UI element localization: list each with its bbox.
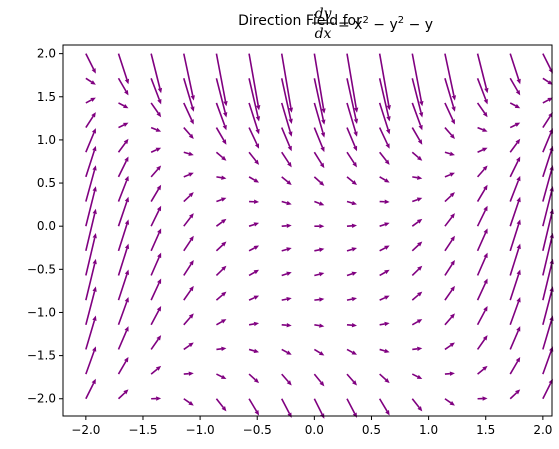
title-numerator: dy <box>315 6 333 22</box>
y-tick-label: −1.5 <box>27 349 56 363</box>
y-tick-label: 2.0 <box>37 47 56 61</box>
title-tail: − y <box>404 17 433 33</box>
y-tick-label: 1.5 <box>37 90 56 104</box>
x-tick-label: 0.0 <box>305 423 324 437</box>
arrow-shaft <box>314 325 319 326</box>
arrow-shaft <box>314 250 319 251</box>
x-tick-label: −1.0 <box>186 423 215 437</box>
x-tick-label: 2.0 <box>533 423 552 437</box>
arrow-shaft <box>314 300 319 301</box>
arrow-shaft <box>380 324 385 325</box>
y-tick-label: −0.5 <box>27 262 56 276</box>
title-denominator: dx <box>315 26 332 42</box>
x-tick-label: −2.0 <box>71 423 100 437</box>
y-tick-label: −1.0 <box>27 305 56 319</box>
x-tick-label: 0.5 <box>362 423 381 437</box>
arrow-shaft <box>216 349 221 350</box>
arrow-shaft <box>347 299 352 300</box>
y-tick-label: −2.0 <box>27 392 56 406</box>
y-tick-label: 1.0 <box>37 133 56 147</box>
y-tick-label: 0.5 <box>37 176 56 190</box>
x-tick-label: −0.5 <box>243 423 272 437</box>
x-tick-label: 1.5 <box>476 423 495 437</box>
y-tick-label: 0.0 <box>37 219 56 233</box>
arrow-shaft <box>412 349 417 350</box>
title-equation: = x2 − y2 − y <box>338 15 433 33</box>
arrow-shaft <box>412 177 417 178</box>
title-minus-1: − y <box>369 17 398 33</box>
x-tick-label: −1.5 <box>128 423 157 437</box>
arrow-shaft <box>249 324 254 325</box>
title-rhs: = x <box>338 17 362 33</box>
arrow-shaft <box>216 177 221 178</box>
arrow-shaft <box>282 299 287 300</box>
x-tick-label: 1.0 <box>419 423 438 437</box>
